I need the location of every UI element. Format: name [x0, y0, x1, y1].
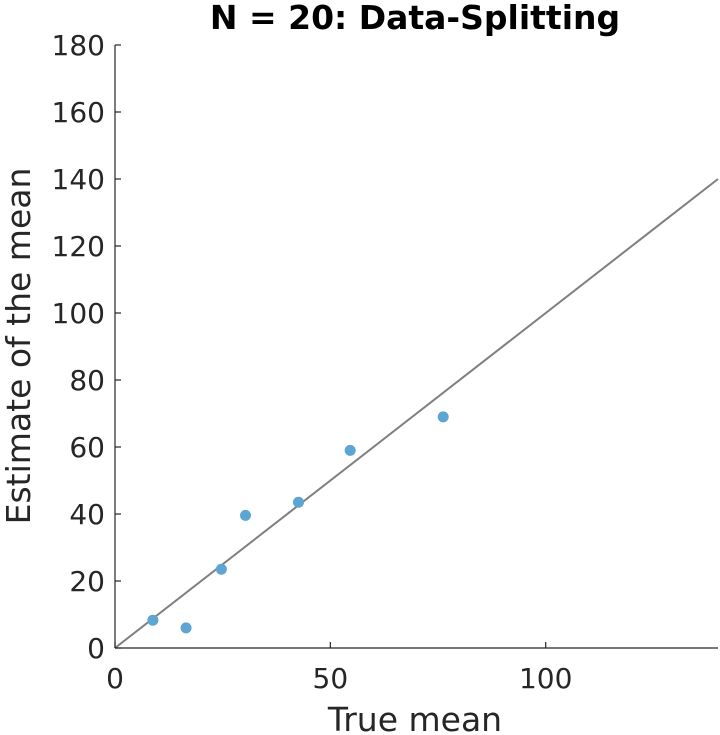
y-tick-label: 140: [52, 163, 105, 196]
y-tick-label: 120: [52, 230, 105, 263]
data-point: [147, 614, 159, 626]
y-tick-label: 80: [69, 364, 105, 397]
data-point: [344, 444, 356, 456]
data-point: [437, 411, 449, 423]
x-tick-label: 50: [313, 662, 349, 695]
y-tick-label: 40: [69, 498, 105, 531]
y-tick-label: 0: [87, 632, 105, 665]
y-ticks: 0 20 40 60 80 100 120 140 160 180: [52, 29, 121, 665]
x-tick-label: 0: [106, 662, 124, 695]
data-point: [180, 622, 192, 634]
y-tick-label: 180: [52, 29, 105, 62]
data-point: [240, 509, 252, 521]
x-axis-title: True mean: [327, 700, 502, 735]
data-point: [215, 563, 227, 575]
y-tick-label: 20: [69, 565, 105, 598]
plot-area: [114, 178, 719, 649]
chart-title: N = 20: Data-Splitting: [210, 0, 620, 37]
y-axis-title: Estimate of the mean: [0, 168, 38, 525]
data-point: [292, 496, 304, 508]
identity-line: [114, 178, 719, 649]
x-ticks: 0 50 100: [106, 642, 572, 695]
y-tick-label: 100: [52, 297, 105, 330]
y-tick-label: 60: [69, 431, 105, 464]
x-tick-label: 100: [519, 662, 572, 695]
y-tick-label: 160: [52, 96, 105, 129]
